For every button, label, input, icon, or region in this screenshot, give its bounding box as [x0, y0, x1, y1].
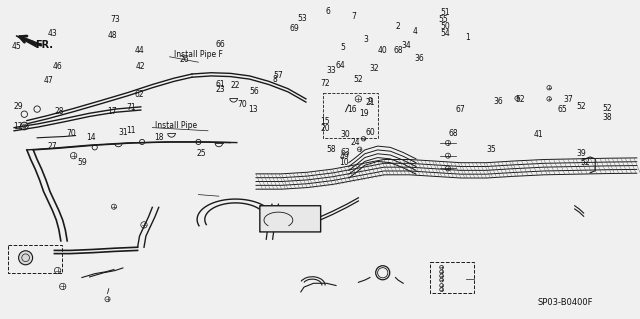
Text: 45: 45: [11, 42, 21, 51]
Text: 52: 52: [576, 102, 586, 111]
Text: 60: 60: [365, 128, 375, 137]
Text: 10: 10: [339, 158, 349, 167]
Text: 11: 11: [127, 126, 136, 135]
Text: 18: 18: [154, 133, 163, 142]
Text: 13: 13: [248, 105, 258, 114]
Text: 12: 12: [13, 122, 22, 131]
Text: Install Pipe: Install Pipe: [155, 121, 197, 130]
Text: 31: 31: [118, 128, 128, 137]
Text: 71: 71: [126, 103, 136, 112]
Text: 4: 4: [412, 27, 417, 36]
Text: 38: 38: [602, 113, 612, 122]
Text: 33: 33: [326, 66, 337, 75]
Bar: [430, 262, 474, 293]
Text: 59: 59: [77, 158, 87, 167]
Text: 67: 67: [456, 105, 466, 114]
Text: 48: 48: [107, 31, 117, 40]
Text: 46: 46: [52, 62, 63, 71]
FancyBboxPatch shape: [260, 206, 321, 232]
Text: 15: 15: [320, 117, 330, 126]
Text: 51: 51: [440, 8, 450, 17]
Text: 32: 32: [369, 64, 380, 73]
Text: 30: 30: [340, 130, 351, 139]
Text: 63: 63: [340, 148, 351, 157]
Text: 65: 65: [557, 105, 567, 114]
Text: 20: 20: [320, 124, 330, 133]
Text: 72: 72: [320, 79, 330, 88]
Text: 66: 66: [216, 40, 226, 49]
Text: FR.: FR.: [35, 40, 53, 50]
Text: 2: 2: [396, 22, 401, 31]
Text: 16: 16: [347, 105, 357, 114]
Text: 43: 43: [47, 29, 58, 38]
Text: 9: 9: [367, 97, 372, 106]
Text: SP03-B0400F: SP03-B0400F: [538, 298, 593, 307]
Text: 70: 70: [237, 100, 247, 109]
Text: 44: 44: [134, 46, 145, 55]
Text: 56: 56: [250, 87, 260, 96]
Text: 49: 49: [339, 152, 349, 161]
Text: 36: 36: [414, 54, 424, 63]
Text: 7: 7: [351, 12, 356, 21]
Text: 50: 50: [440, 22, 450, 31]
Text: 40: 40: [378, 46, 388, 55]
Text: 68: 68: [393, 46, 403, 55]
Text: 29: 29: [13, 102, 23, 111]
Text: 27: 27: [47, 142, 58, 151]
Text: 8: 8: [273, 75, 278, 84]
Text: 34: 34: [401, 41, 412, 50]
Text: 61: 61: [216, 80, 226, 89]
Polygon shape: [16, 36, 37, 47]
Text: 52: 52: [515, 95, 525, 104]
Text: 52: 52: [353, 75, 364, 84]
Text: 42: 42: [136, 62, 146, 71]
Text: 28: 28: [54, 107, 63, 115]
Text: 14: 14: [86, 133, 96, 142]
Text: 52: 52: [580, 158, 591, 167]
Text: 62: 62: [134, 90, 145, 99]
Text: 39: 39: [576, 149, 586, 158]
Text: 23: 23: [216, 85, 226, 94]
Text: 22: 22: [231, 81, 240, 90]
Text: 17: 17: [107, 107, 117, 116]
Text: 55: 55: [438, 15, 448, 24]
Text: 58: 58: [326, 145, 337, 154]
Text: Install Pipe F: Install Pipe F: [174, 50, 223, 59]
Text: 64: 64: [335, 61, 346, 70]
Circle shape: [19, 251, 33, 265]
Text: 24: 24: [350, 138, 360, 147]
Text: 70: 70: [67, 129, 77, 138]
Text: 35: 35: [486, 145, 497, 154]
Text: 25: 25: [196, 149, 207, 158]
Text: 52: 52: [602, 104, 612, 113]
Text: 6: 6: [325, 7, 330, 16]
Text: 54: 54: [440, 29, 450, 38]
Text: 3: 3: [364, 35, 369, 44]
Text: 73: 73: [110, 15, 120, 24]
Text: 57: 57: [273, 71, 284, 80]
Text: 5: 5: [340, 43, 345, 52]
Text: 53: 53: [297, 14, 307, 23]
Text: 36: 36: [493, 97, 503, 106]
Bar: [8, 245, 62, 273]
Text: 41: 41: [534, 130, 544, 139]
Text: 69: 69: [289, 24, 300, 33]
Text: 1: 1: [465, 33, 470, 42]
Text: 37: 37: [563, 95, 573, 104]
Text: 68: 68: [448, 129, 458, 138]
Text: 26: 26: [179, 56, 189, 64]
Text: 21: 21: [365, 98, 374, 107]
Bar: [323, 93, 378, 138]
Text: 47: 47: [43, 76, 53, 85]
Text: 19: 19: [358, 109, 369, 118]
